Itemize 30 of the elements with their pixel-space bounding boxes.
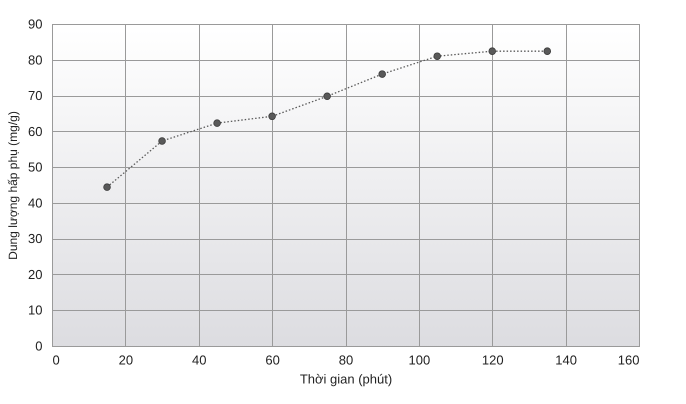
y-tick-label: 70	[28, 88, 42, 104]
x-tick-label: 80	[338, 352, 354, 368]
y-tick-label: 10	[28, 302, 42, 318]
y-tick-label: 90	[28, 16, 42, 32]
y-axis-title: Dung lượng hấp phụ (mg/g)	[6, 111, 20, 260]
y-tick-label: 30	[28, 231, 42, 246]
x-tick-label: 60	[265, 352, 280, 368]
y-tick-label: 20	[28, 266, 42, 282]
y-tick-label: 80	[28, 52, 42, 68]
point	[158, 137, 166, 145]
x-tick-label: 160	[618, 352, 640, 368]
y-tick-label: 60	[28, 124, 42, 139]
point	[544, 47, 552, 55]
point	[378, 70, 386, 78]
point	[323, 92, 331, 100]
point	[213, 119, 221, 127]
point	[103, 183, 111, 191]
point	[433, 52, 441, 60]
x-tick-label: 120	[482, 352, 504, 368]
point	[268, 112, 276, 120]
x-tick-label: 0	[52, 352, 60, 368]
x-axis-title: Thời gian (phút)	[300, 372, 392, 386]
y-tick-label: 40	[28, 195, 42, 210]
y-tick-label: 50	[28, 160, 42, 175]
y-tick-label: 0	[35, 338, 42, 354]
x-tick-label: 20	[118, 352, 134, 368]
x-tick-label: 140	[555, 352, 577, 368]
x-tick-label: 40	[192, 352, 206, 368]
x-tick-label: 100	[408, 352, 430, 368]
point	[488, 47, 496, 55]
